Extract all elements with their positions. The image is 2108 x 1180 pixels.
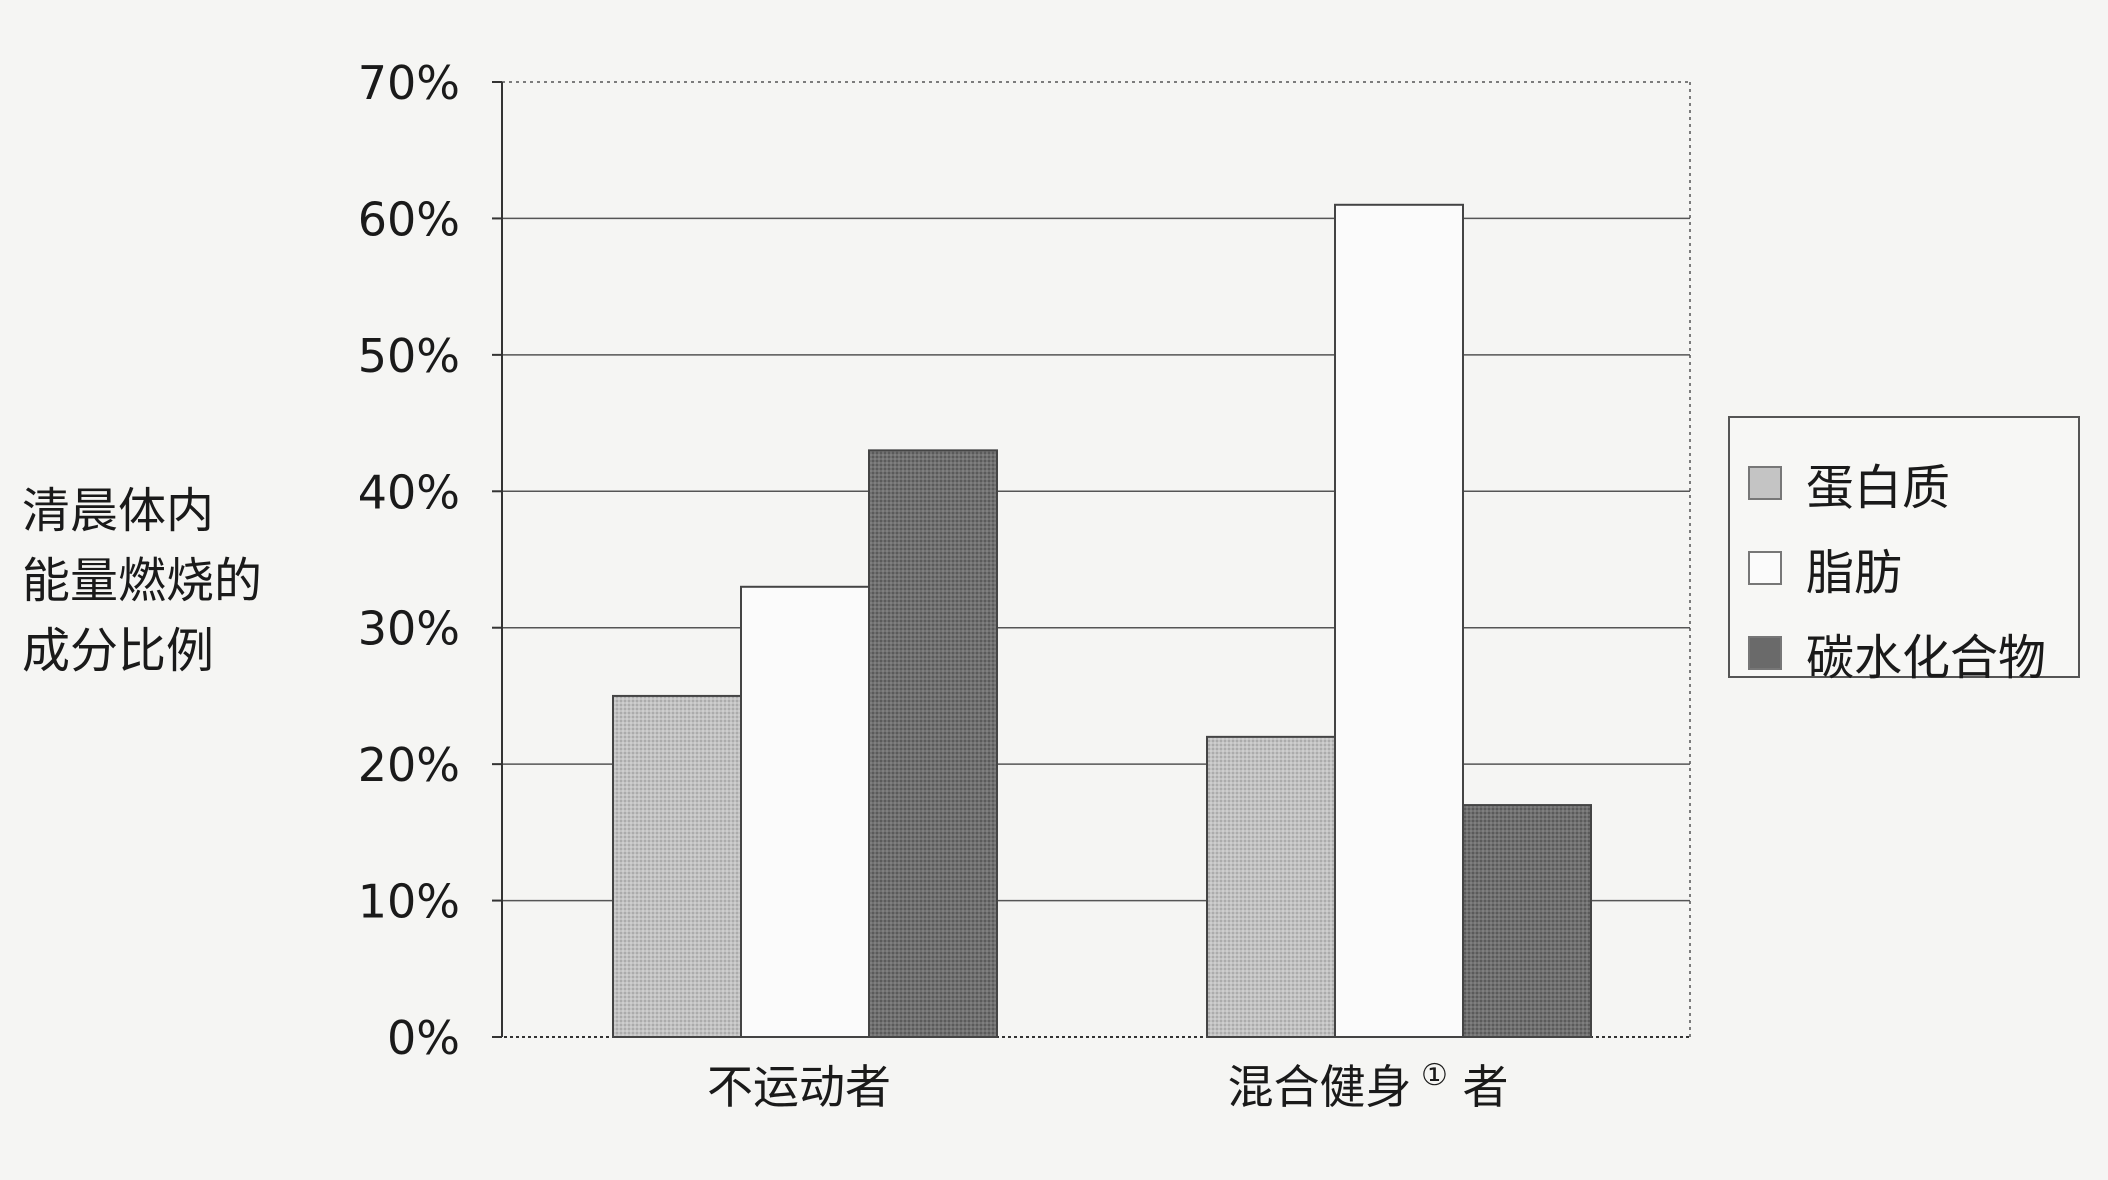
legend-label-protein: 蛋白质 [1806, 460, 1951, 516]
bar-fat-1 [740, 585, 870, 1038]
legend-item-protein: 蛋白质 [1748, 453, 1950, 516]
legend-label-fat: 脂肪 [1806, 545, 1903, 601]
bar-protein-1 [612, 694, 742, 1039]
bar-carbohydrate-1 [868, 449, 998, 1039]
x-tick-label: 不运动者 [707, 1060, 891, 1114]
bar-fat-2 [1334, 203, 1464, 1039]
bars [612, 203, 1592, 1039]
legend-swatch-carbohydrate [1748, 636, 1782, 670]
y-tick-label: 70% [358, 56, 460, 110]
bar-protein-2 [1206, 735, 1336, 1038]
y-tick-label: 10% [358, 875, 460, 929]
tick-labels: 0% 10% 20% 30% 40% 50% 60% 70% 不运动者 混合健身 ① 者 [358, 56, 1509, 1114]
legend-label-carbohydrate: 碳水化合物 [1806, 630, 2047, 686]
legend-item-carbohydrate: 碳水化合物 [1748, 623, 2046, 686]
y-axis-label-line-2: 能量燃烧的 [22, 553, 263, 609]
legend: 蛋白质 脂肪 碳水化合物 [1728, 416, 2080, 686]
legend-swatch-protein [1748, 466, 1782, 500]
y-tick-label: 30% [358, 602, 460, 656]
y-tick-label: 50% [358, 329, 460, 383]
y-axis-label-line-1: 清晨体内 [22, 483, 215, 539]
y-tick-label: 20% [358, 738, 460, 792]
bar-carbohydrate-2 [1462, 804, 1592, 1038]
y-tick-label: 40% [358, 465, 460, 519]
y-axis-label: 清晨体内 能量燃烧的 成分比例 [22, 476, 292, 686]
y-tick-label: 0% [387, 1011, 460, 1065]
y-axis-label-line-3: 成分比例 [22, 623, 215, 679]
x-tick-label: 混合健身 ① 者 [1227, 1058, 1508, 1114]
legend-item-fat: 脂肪 [1748, 538, 1902, 601]
y-tick-label: 60% [358, 192, 460, 246]
legend-swatch-fat [1748, 551, 1782, 585]
